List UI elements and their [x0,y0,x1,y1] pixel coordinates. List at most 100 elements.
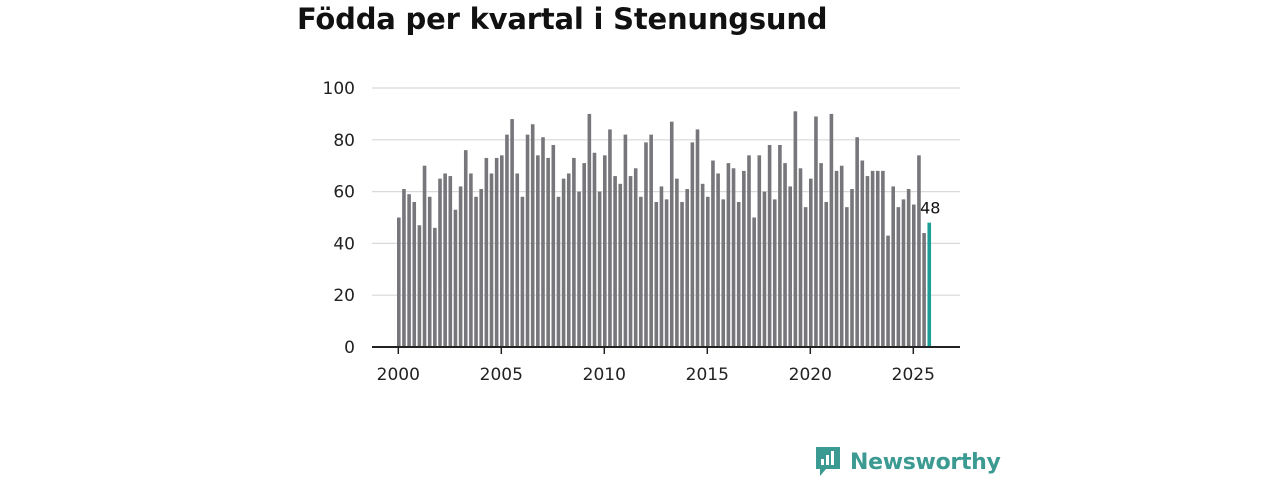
bar [489,173,494,347]
bar [716,173,720,347]
bar [587,113,592,348]
bar [443,173,447,347]
bar [659,186,664,347]
bar [706,196,710,347]
bar [736,201,741,347]
bar [757,155,762,347]
bar [623,134,628,347]
bar-chart: 0 20 40 60 80 100 2000 2005 2010 2015 2020 2025 48 [323,79,960,385]
x-tick-label: 2010 [583,365,626,385]
bar [855,137,859,347]
bar [427,196,432,347]
bar [680,201,684,347]
x-tick-label: 2000 [377,365,420,385]
bar [695,129,700,347]
newsworthy-logo-icon [816,447,840,476]
bar [407,194,411,347]
bar [891,186,895,347]
last-value-label: 48 [920,199,940,218]
bar [541,137,545,347]
bar [747,155,751,347]
bar [494,157,499,347]
y-tick-label: 40 [333,234,355,254]
bar [520,196,525,347]
bar [422,165,427,347]
bar [922,233,926,347]
bar [608,129,612,347]
bar [850,189,854,347]
bar [721,199,726,347]
bar [530,124,535,347]
brand-logo: Newsworthy [814,445,1001,479]
bar [742,170,746,347]
brand-name: Newsworthy [850,449,1001,475]
bar-latest [927,222,932,347]
bar [886,235,890,347]
bar [463,150,468,347]
y-tick-label: 20 [333,286,355,306]
bar [819,163,823,347]
bar [896,207,901,347]
y-tick-label: 0 [344,338,355,358]
bar [731,168,736,347]
bar [639,196,643,347]
bar [752,217,756,347]
bar [546,157,550,347]
bar [870,170,875,347]
bar [865,176,870,347]
bar [510,119,514,347]
bar [597,191,602,347]
bar [484,157,489,347]
x-tick-label: 2025 [892,365,935,385]
bar [912,204,916,347]
y-tick-label: 100 [323,79,355,99]
bar [479,189,483,347]
bar [633,168,638,347]
bar [767,144,772,347]
bar [556,196,561,347]
bar [793,111,798,347]
bar [469,173,473,347]
y-tick-label: 60 [333,183,355,203]
bar [551,144,556,347]
data-labels: 48 [920,199,940,218]
bar [783,163,787,347]
bar [412,201,417,347]
bar [536,155,540,347]
x-tick-label: 2020 [789,365,832,385]
bar [803,207,808,347]
bar [726,163,731,347]
bar [458,186,463,347]
bar [845,207,849,347]
bar [778,144,782,347]
bar [809,178,813,347]
bar [881,170,885,347]
bar [700,183,705,347]
bar [453,209,458,347]
bar [690,142,695,347]
bar [474,196,478,347]
bar [402,189,406,347]
y-tick-label: 80 [333,131,355,151]
bar [685,189,689,347]
bars [397,111,932,348]
bar [875,170,880,347]
bar [628,176,633,347]
bar [438,178,442,347]
bar [711,160,715,347]
bar [824,201,829,347]
bar [561,178,566,347]
bar [397,217,401,347]
bar [417,225,422,347]
bar [582,163,586,347]
bar [644,142,648,347]
bar [603,155,607,347]
x-axis: 2000 2005 2010 2015 2020 2025 [372,346,960,385]
bar [675,178,679,347]
bar [860,160,865,347]
bar [515,173,520,347]
bar [762,191,767,347]
bar [798,168,803,347]
bar [772,199,777,347]
bar [839,165,844,347]
